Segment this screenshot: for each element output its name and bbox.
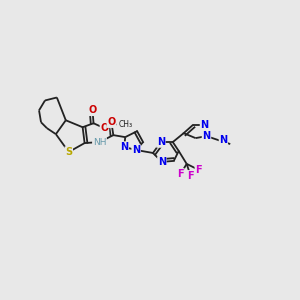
Text: NH: NH: [93, 138, 106, 147]
Text: N: N: [132, 145, 140, 155]
Text: F: F: [195, 165, 202, 175]
Text: N: N: [158, 157, 166, 167]
Text: O: O: [107, 117, 116, 127]
Text: CH₃: CH₃: [118, 120, 132, 129]
Text: N: N: [157, 137, 165, 147]
Text: N: N: [120, 142, 128, 152]
Text: F: F: [187, 171, 194, 181]
Text: F: F: [177, 169, 184, 179]
Text: S: S: [65, 147, 72, 157]
Text: O: O: [100, 123, 109, 133]
Text: N: N: [200, 120, 208, 130]
Text: N: N: [202, 131, 211, 141]
Text: N: N: [219, 135, 227, 145]
Text: O: O: [88, 105, 97, 116]
